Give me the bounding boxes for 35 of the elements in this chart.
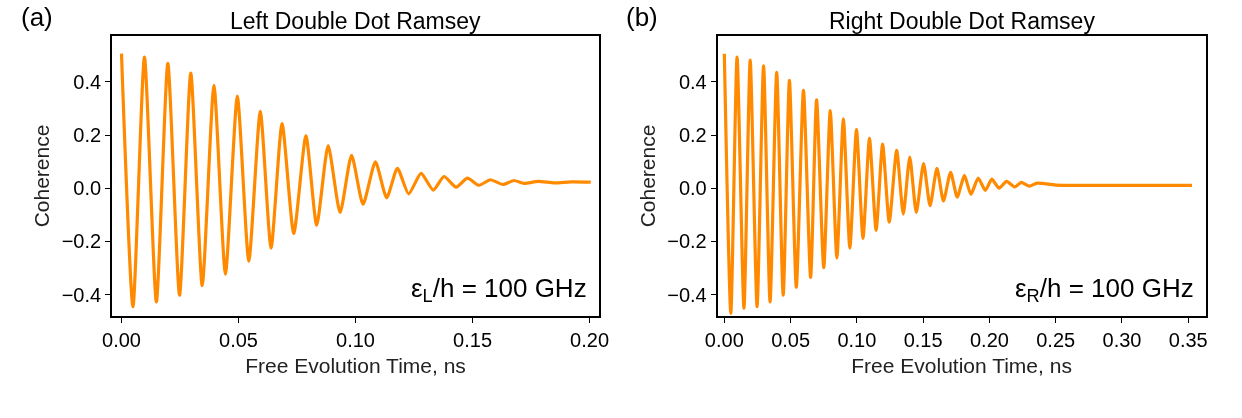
y-axis-title: Coherence xyxy=(30,124,54,228)
line-series xyxy=(119,51,593,309)
x-tick-label: 0.25 xyxy=(1036,329,1076,351)
x-tick-label: 0.05 xyxy=(771,329,811,351)
text: (a) xyxy=(21,2,53,32)
x-tick-label: 0.15 xyxy=(903,329,943,351)
y-tick-label: −0.2 xyxy=(61,230,102,253)
y-tick-label: −0.4 xyxy=(61,283,102,306)
y-axis-title: Coherence xyxy=(635,124,659,228)
y-tick-label: 0.4 xyxy=(678,70,707,93)
x-tick-label: 0.20 xyxy=(969,329,1009,351)
x-tick-label: 0.00 xyxy=(704,329,744,351)
x-tick-label: 0.05 xyxy=(219,329,258,351)
chart-title: Right Double Dot Ramsey xyxy=(829,8,1096,34)
line-series xyxy=(722,52,1194,315)
annotation: ε$_{L}$/h = 100 GHz xyxy=(411,273,587,307)
annotation: ε$_{R}$/h = 100 GHz xyxy=(1015,273,1194,307)
x-tick-label: 0.20 xyxy=(570,329,610,351)
y-tick-label: 0.2 xyxy=(678,124,707,147)
chart-title: Left Double Dot Ramsey xyxy=(230,8,482,34)
x-tick-label: 0.30 xyxy=(1102,329,1142,351)
x-axis-title: Free Evolution Time, ns xyxy=(245,353,466,377)
x-tick-label: 0.15 xyxy=(453,329,493,351)
y-tick-label: 0.0 xyxy=(678,177,707,200)
text: (b) xyxy=(626,2,658,32)
y-tick-label: 0.2 xyxy=(73,124,102,147)
y-tick-label: 0.4 xyxy=(73,70,102,93)
x-tick-label: 0.00 xyxy=(102,329,141,351)
x-axis-title: Free Evolution Time, ns xyxy=(851,353,1072,377)
y-tick-label: −0.2 xyxy=(667,230,707,253)
x-tick-label: 0.35 xyxy=(1168,329,1208,351)
y-tick-label: −0.4 xyxy=(667,283,707,306)
x-tick-label: 0.10 xyxy=(336,329,376,351)
x-tick-label: 0.10 xyxy=(837,329,877,351)
y-tick-label: 0.0 xyxy=(73,177,102,200)
